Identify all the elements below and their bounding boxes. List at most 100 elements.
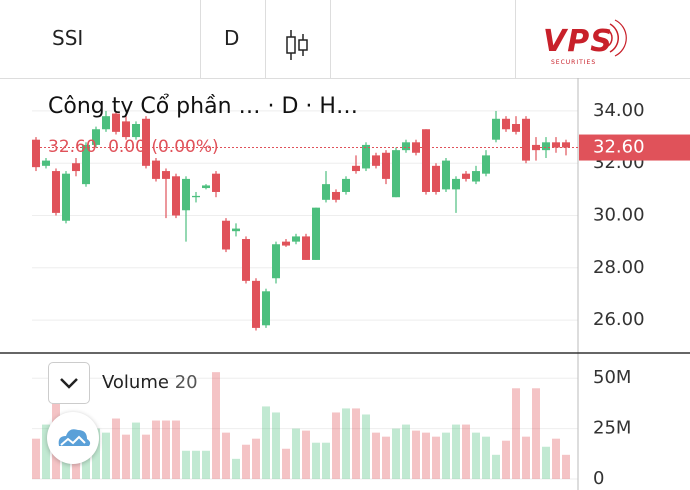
collapse-button[interactable] bbox=[48, 362, 90, 404]
volume-bar bbox=[202, 450, 210, 479]
volume-bar bbox=[422, 432, 430, 479]
y-tick-label: 30.00 bbox=[593, 205, 645, 226]
candle-body bbox=[202, 185, 210, 189]
candle-body bbox=[42, 160, 50, 166]
candle-body bbox=[382, 152, 390, 179]
y-tick-label: 26.00 bbox=[593, 309, 645, 330]
candle-body bbox=[342, 178, 350, 192]
candle-body bbox=[512, 124, 520, 132]
volume-bar bbox=[172, 420, 180, 479]
candle-body bbox=[482, 155, 490, 174]
symbol[interactable]: SSI bbox=[52, 26, 84, 50]
logo-button[interactable] bbox=[47, 412, 99, 464]
candle-body bbox=[212, 173, 220, 192]
candle-body bbox=[262, 291, 270, 326]
legend-price: 32.60 bbox=[48, 137, 97, 157]
volume-bar bbox=[352, 408, 360, 479]
candle-body bbox=[302, 236, 310, 260]
volume-bar bbox=[362, 414, 370, 479]
volume-bar bbox=[112, 418, 120, 479]
last-price-label: 32.60 bbox=[593, 137, 645, 158]
candle-body bbox=[272, 244, 280, 279]
volume-bar bbox=[532, 388, 540, 479]
candle-body bbox=[222, 220, 230, 250]
volume-bar bbox=[272, 412, 280, 479]
volume-bar bbox=[502, 440, 510, 479]
candle-body bbox=[422, 129, 430, 192]
candle-body bbox=[82, 144, 90, 185]
chevron-icon bbox=[60, 378, 78, 389]
volume-bar bbox=[522, 436, 530, 479]
volume-bar bbox=[222, 432, 230, 479]
volume-bar bbox=[102, 432, 110, 479]
volume-bar bbox=[302, 430, 310, 479]
candle-body bbox=[562, 142, 570, 148]
volume-bar bbox=[152, 420, 160, 479]
volume-bar bbox=[452, 424, 460, 479]
candle-body bbox=[252, 280, 260, 328]
candle-body bbox=[402, 142, 410, 151]
logo-sub: SECURITIES bbox=[551, 59, 597, 66]
logo: VPS bbox=[543, 24, 613, 59]
candle-body bbox=[182, 178, 190, 211]
candle-body bbox=[462, 173, 470, 179]
candle-body bbox=[552, 142, 560, 148]
volume-bar bbox=[162, 420, 170, 479]
logo-waves bbox=[607, 19, 627, 57]
candle-body bbox=[312, 207, 320, 260]
volume-bar bbox=[462, 424, 470, 479]
volume-bar bbox=[282, 448, 290, 479]
candle-body bbox=[232, 228, 240, 232]
candle-body bbox=[292, 236, 300, 242]
cloud-icon bbox=[58, 429, 91, 446]
volume-bar bbox=[132, 422, 140, 479]
candle-body bbox=[242, 239, 250, 281]
candle-body bbox=[542, 142, 550, 151]
volume-bar bbox=[472, 432, 480, 479]
volume-bar bbox=[542, 446, 550, 479]
volume-bar bbox=[342, 408, 350, 479]
legend-title: Công ty Cổ phần … · D · H… bbox=[48, 94, 358, 119]
candle-body bbox=[372, 155, 380, 166]
candle-body bbox=[102, 116, 110, 130]
volume-bar bbox=[512, 388, 520, 479]
volume-bar bbox=[552, 438, 560, 479]
volume-bar bbox=[232, 458, 240, 479]
volume-bar bbox=[392, 428, 400, 479]
candle-body bbox=[152, 160, 160, 179]
divider bbox=[515, 0, 516, 78]
legend-values: 32.60 0.00 (0.00%) bbox=[48, 137, 219, 157]
candle-body bbox=[502, 118, 510, 130]
volume-bar bbox=[432, 436, 440, 479]
volume-bar bbox=[292, 428, 300, 479]
volume-name: Volume bbox=[102, 372, 169, 393]
candle-body bbox=[392, 150, 400, 198]
candle-body bbox=[452, 178, 460, 190]
candle-body bbox=[352, 165, 360, 172]
interval[interactable]: D bbox=[224, 26, 240, 50]
y-tick-label: 34.00 bbox=[593, 100, 645, 121]
volume-bar bbox=[482, 436, 490, 479]
y2-tick-label: 50M bbox=[593, 367, 631, 388]
volume-bar bbox=[32, 438, 40, 479]
candle-body bbox=[172, 176, 180, 216]
volume-bar bbox=[562, 454, 570, 479]
last-price-box bbox=[579, 134, 690, 161]
candle-body bbox=[322, 184, 330, 200]
candle-body bbox=[132, 124, 140, 138]
candle-body bbox=[432, 165, 440, 192]
candle-body bbox=[72, 163, 80, 172]
candle-body bbox=[522, 118, 530, 161]
divider bbox=[330, 0, 331, 78]
candle-body bbox=[192, 195, 200, 198]
chart-type-button[interactable] bbox=[284, 28, 310, 64]
volume-bar bbox=[442, 432, 450, 479]
toolbar: SSI D VPS SECURITIES bbox=[0, 0, 690, 79]
volume-bar bbox=[142, 434, 150, 479]
divider bbox=[265, 0, 266, 78]
volume-bar bbox=[182, 450, 190, 479]
volume-bar bbox=[372, 432, 380, 479]
candle-body bbox=[92, 129, 100, 145]
candle-body bbox=[122, 121, 130, 138]
